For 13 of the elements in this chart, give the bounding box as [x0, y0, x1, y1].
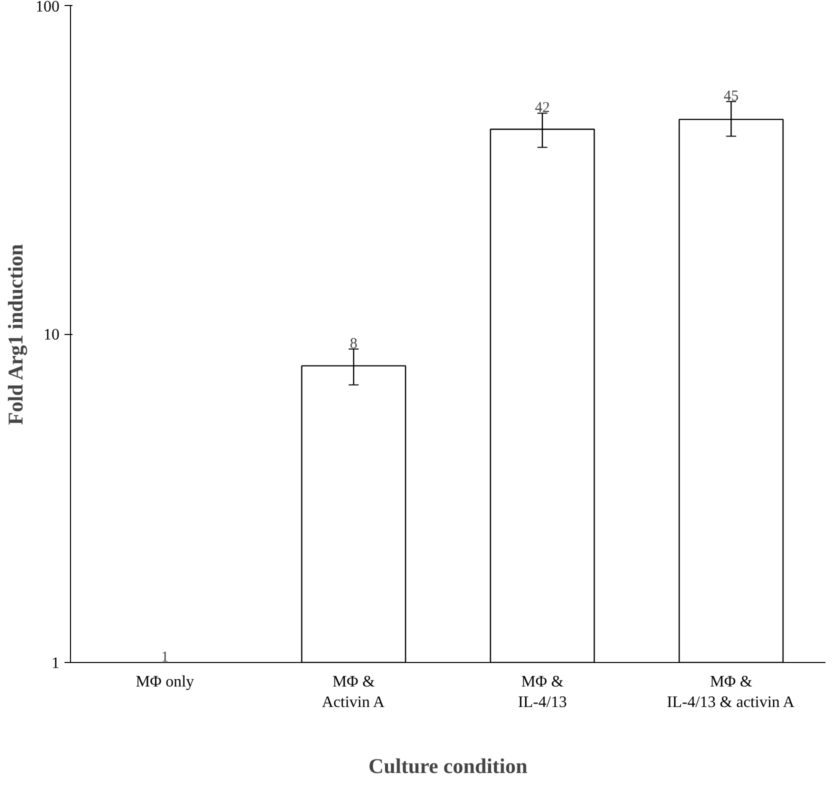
x-tick-label: MΦ & Activin A	[322, 674, 385, 711]
data-label: 42	[534, 100, 550, 116]
y-tick-label: 100	[36, 0, 60, 16]
y-tick-label: 10	[44, 326, 60, 344]
data-label: 1	[161, 650, 169, 666]
data-label: 8	[350, 336, 358, 352]
x-tick-label: MΦ & IL-4/13 & activin A	[666, 674, 795, 711]
y-tick-label: 1	[52, 655, 60, 672]
data-label: 45	[724, 88, 739, 105]
x-tick-label: MΦ only	[136, 674, 194, 690]
x-axis-title: Culture condition	[368, 754, 528, 778]
x-tick-label: MΦ & IL-4/13	[518, 674, 567, 711]
y-axis-title: Fold Arg1 induction	[4, 244, 28, 426]
